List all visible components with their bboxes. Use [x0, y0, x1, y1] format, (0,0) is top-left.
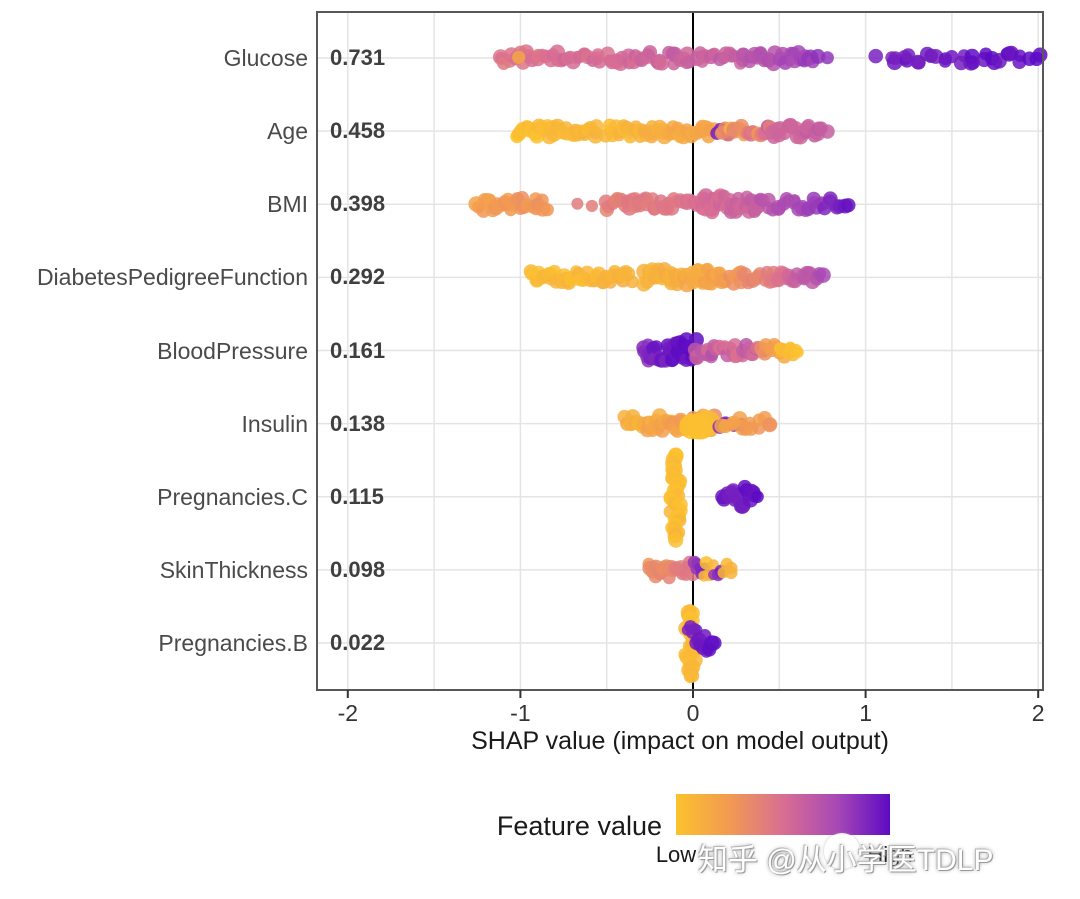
feature-label-Pregnancies.C: Pregnancies.C: [157, 483, 308, 510]
shap-point: [707, 635, 722, 651]
legend-title: Feature value: [496, 811, 662, 841]
watermark-text: 知乎 @从小学医TDLP: [698, 844, 994, 877]
shap-point: [683, 669, 698, 684]
shap-point: [585, 199, 598, 213]
shap-point: [654, 56, 670, 71]
beeswarm-row-DiabetesPedigreeFunction: [523, 262, 831, 293]
watermark-avatar: [824, 833, 860, 869]
shap-point: [512, 50, 526, 64]
feature-label-Insulin: Insulin: [241, 410, 308, 437]
beeswarm-row-Pregnancies.B: [678, 604, 722, 684]
importance-value-Glucose: 0.731: [330, 45, 386, 70]
shap-point: [589, 119, 604, 133]
shap-point: [820, 51, 834, 65]
legend-high-label: High: [867, 842, 913, 867]
x-tick-label--1: -1: [510, 700, 531, 726]
importance-value-Insulin: 0.138: [330, 410, 386, 436]
shap-point: [571, 197, 584, 210]
feature-label-Age: Age: [267, 118, 308, 145]
shap-point: [540, 202, 554, 217]
legend-low-label: Low: [655, 842, 697, 867]
beeswarm-row-SkinThickness: [642, 555, 738, 585]
x-tick-label-0: 0: [686, 700, 700, 726]
shap-point: [751, 490, 764, 504]
feature-label-BMI: BMI: [267, 191, 308, 218]
shap-point: [649, 340, 663, 354]
importance-value-BloodPressure: 0.161: [330, 337, 386, 363]
shap-point: [792, 346, 804, 358]
x-tick-label-2: 2: [1031, 700, 1045, 726]
shap-point: [815, 267, 831, 283]
shap-point: [1032, 47, 1048, 63]
shap-point: [841, 198, 856, 213]
feature-value-colorbar: [676, 794, 890, 835]
feature-label-Glucose: Glucose: [223, 45, 308, 71]
panel-border: [316, 11, 1044, 691]
feature-label-DiabetesPedigreeFunction: DiabetesPedigreeFunction: [36, 264, 308, 291]
feature-label-Pregnancies.B: Pregnancies.B: [158, 630, 308, 656]
feature-label-SkinThickness: SkinThickness: [159, 556, 308, 583]
shap-point: [966, 55, 980, 70]
beeswarm-row-BloodPressure: [636, 332, 804, 368]
shap-point: [820, 124, 835, 139]
shap-point: [625, 275, 639, 289]
importance-value-SkinThickness: 0.098: [330, 556, 386, 582]
importance-value-Pregnancies.B: 0.022: [330, 630, 386, 655]
importance-value-Pregnancies.C: 0.115: [330, 483, 384, 509]
importance-value-Age: 0.458: [330, 118, 386, 144]
beeswarm-row-Pregnancies.C: [663, 447, 764, 548]
shap-point: [668, 532, 684, 548]
shap-point: [762, 416, 778, 433]
shap-point: [724, 561, 738, 575]
beeswarm-row-Insulin: [617, 408, 778, 440]
shap-point: [868, 48, 884, 64]
beeswarm-row-Glucose: [492, 44, 1048, 72]
importance-value-DiabetesPedigreeFunction: 0.292: [330, 264, 386, 290]
beeswarm-row-Age: [510, 117, 835, 145]
x-axis-title: SHAP value (impact on model output): [471, 727, 889, 755]
x-tick-label-1: 1: [859, 700, 872, 726]
x-tick-label--2: -2: [337, 700, 359, 726]
beeswarm-row-BMI: [468, 188, 856, 220]
importance-value-BMI: 0.398: [330, 191, 386, 217]
feature-label-BloodPressure: BloodPressure: [157, 337, 308, 364]
